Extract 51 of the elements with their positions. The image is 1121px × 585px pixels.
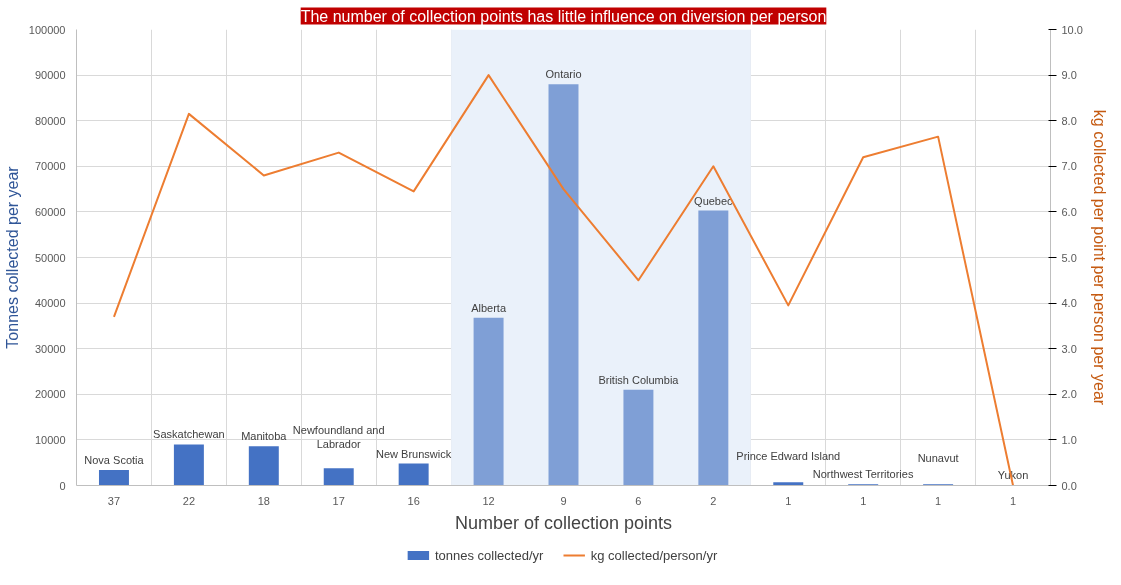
x-tick-label: 1 (860, 494, 867, 507)
data-label: Northwest Territories (812, 468, 914, 481)
legend-label: tonnes collected/yr (434, 548, 544, 563)
y-tick-label: 0 (59, 479, 66, 492)
y-tick-label: 30000 (34, 342, 66, 355)
x-tick-label: 17 (332, 494, 345, 507)
data-label: Alberta (471, 301, 507, 314)
x-tick-label: 9 (560, 494, 567, 507)
data-label: Saskatchewan (153, 428, 225, 441)
data-label: Prince Edward Island (736, 450, 841, 463)
x-tick-label: 2 (710, 494, 717, 507)
y2-tick-label: 7.0 (1061, 160, 1077, 173)
y-tick-label: 70000 (34, 160, 66, 173)
y-tick-label: 100000 (28, 23, 66, 36)
y-axis-title: Tonnes collected per year (3, 165, 21, 349)
y2-tick-label: 10.0 (1061, 23, 1083, 36)
x-tick-label: 16 (407, 494, 420, 507)
y2-tick-label: 1.0 (1061, 433, 1077, 446)
x-tick-label: 37 (107, 494, 121, 507)
data-label: Nova Scotia (84, 454, 145, 466)
x-tick-label: 18 (257, 494, 270, 507)
y-tick-label: 50000 (34, 251, 66, 264)
data-label: Nunavut (917, 452, 959, 465)
x-tick-label: 22 (182, 494, 196, 507)
y2-tick-label: 2.0 (1061, 388, 1077, 401)
data-label: Ontario (545, 68, 582, 81)
y2-tick-label: 5.0 (1061, 251, 1077, 264)
y2-tick-label: 8.0 (1061, 114, 1077, 127)
y-tick-label: 10000 (34, 433, 66, 446)
y2-tick-label: 3.0 (1061, 342, 1077, 355)
data-label: British Columbia (598, 373, 680, 386)
x-tick-label: 6 (635, 494, 642, 507)
y-tick-label: 90000 (34, 69, 66, 82)
x-tick-label: 1 (935, 494, 942, 507)
y-tick-label: 20000 (34, 388, 66, 401)
y-tick-label: 60000 (34, 205, 66, 218)
x-axis-title: Number of collection points (454, 512, 673, 533)
y2-tick-label: 6.0 (1061, 205, 1077, 218)
chart-title: The number of collection points has little influence on diversion per person (300, 7, 827, 25)
x-tick-label: 1 (1009, 494, 1017, 507)
legend-label: kg collected/person/yr (590, 548, 718, 563)
data-label: Manitoba (241, 430, 288, 443)
y2-axis-title: kg collected per point per person per year (1090, 109, 1108, 406)
x-tick-label: 1 (785, 494, 792, 507)
x-tick-label: 12 (482, 494, 495, 507)
y2-tick-label: 0.0 (1061, 479, 1077, 492)
y-tick-label: 40000 (34, 297, 66, 310)
y2-tick-label: 4.0 (1061, 297, 1077, 310)
y-tick-label: 80000 (34, 114, 66, 127)
data-label: Quebec (694, 194, 734, 207)
y2-tick-label: 9.0 (1061, 69, 1077, 82)
